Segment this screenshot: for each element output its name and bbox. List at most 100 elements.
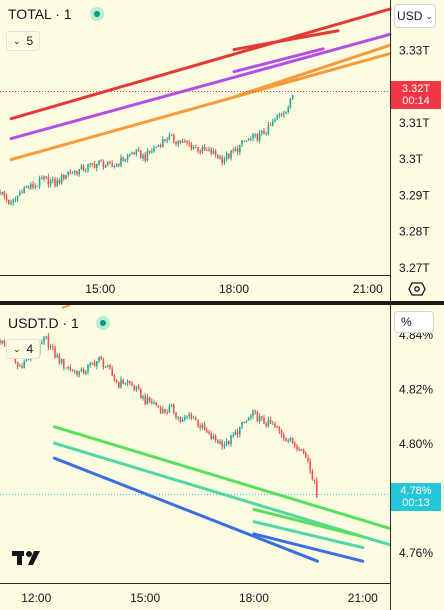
candle-body [146,150,149,161]
chart-pane-usdt-d[interactable]: 4.84% 4.82% 4.80% 4.76% 12:00 15:00 18:00 21:00… [0,305,444,610]
gear-icon[interactable] [406,280,428,298]
candle-body [23,187,25,194]
trend-line[interactable] [252,532,365,563]
y-tick-label: 3.29T [399,188,430,202]
candle-body [82,369,85,374]
candle-body [60,359,63,363]
pane-divider[interactable] [0,301,444,305]
candle-body [19,192,21,196]
candle-body [212,150,215,154]
candle-body [74,370,76,372]
candle-body [225,153,228,160]
candle-body [256,134,259,141]
candle-body [212,435,215,439]
candle-body [294,443,296,446]
candle-body [300,449,303,451]
candle-body [80,165,83,170]
trend-line[interactable] [52,425,392,530]
x-tick-label: 21:00 [348,591,378,605]
trend-line[interactable] [52,456,319,563]
candle-body [225,440,228,445]
candle-body [184,416,186,420]
candle-body [276,115,278,120]
tradingview-logo[interactable] [12,548,42,573]
candle-body [192,418,195,419]
candle-body [283,435,285,439]
chart-pane-total[interactable]: 3.34T3.33T3.32T3.31T3.3T3.29T3.28T3.27T1… [0,0,444,301]
candle-body [250,415,252,418]
candle-body [186,416,188,417]
candle-body [177,140,179,144]
candle-body [217,440,219,444]
candle-body [283,113,285,115]
trend-line[interactable] [9,32,392,141]
candle-body [120,157,122,166]
candle-body [305,453,307,458]
scale-button[interactable]: % [394,311,434,333]
trend-line[interactable] [252,520,365,550]
candle-body [58,355,61,363]
candle-body [263,417,265,425]
candle-body [261,416,263,418]
indicator-toggle-button[interactable]: ⌄ 5 [6,31,41,51]
trend-line[interactable] [232,47,325,74]
candle-body [274,119,276,122]
candle-body [254,134,256,136]
candle-body [214,150,217,156]
candle-body [10,202,12,205]
chevron-down-icon: ⌄ [13,35,21,46]
trend-line[interactable] [9,7,392,121]
usdt-d-chart-svg[interactable]: 4.84%4.82%4.80%4.76%12:00 15:00 18:00 21:00 [0,305,444,610]
candle-body [239,144,241,153]
x-tick-label: 18:00 [239,591,269,605]
candle-body [210,433,212,439]
candle-body [188,142,190,144]
trend-line[interactable] [252,507,365,539]
candle-body [159,144,162,147]
symbol-label: TOTAL · 1 [8,6,72,22]
candle-body [206,150,208,151]
candle-body [199,425,201,428]
candle-body [27,359,30,361]
candle-body [195,418,197,420]
indicator-count: 4 [26,342,34,356]
candle-body [278,114,281,116]
candle-body [184,141,186,142]
tradingview-logo-mark [12,551,40,565]
candle-body [256,411,259,422]
x-tick-label: 18:00 [219,282,249,296]
live-dot-icon [96,316,110,330]
candle-body [232,434,234,436]
candle-body [131,383,133,386]
trend-line[interactable] [232,43,392,99]
candle-body [135,149,138,154]
trend-line[interactable] [9,52,392,162]
trend-line[interactable] [232,29,340,52]
total-chart-svg[interactable]: 3.34T3.33T3.32T3.31T3.3T3.29T3.28T3.27T1… [0,0,444,301]
candle-body [109,161,111,164]
candle-body [5,196,8,200]
candle-body [140,150,142,159]
candle-body [181,141,184,143]
candle-body [197,147,199,152]
candle-body [63,174,65,179]
candle-body [56,355,58,358]
indicator-toggle-button[interactable]: ⌄ 4 [6,339,41,359]
candle-body [8,199,10,205]
candle-body [155,146,157,148]
last-price-value: 4.78% [400,485,432,498]
candle-body [230,435,232,445]
currency-button[interactable]: USD ⌄ [394,4,436,28]
candle-body [34,185,36,188]
candle-body [85,169,87,171]
candle-body [49,346,52,348]
candle-body [221,441,223,447]
candle-body [137,386,140,389]
candle-body [170,134,173,136]
candle-body [142,154,144,159]
candle-body [153,147,155,152]
candle-body [30,184,32,189]
candle-body [162,139,164,147]
candle-body [177,417,179,418]
chevron-down-icon: ⌄ [425,10,433,21]
